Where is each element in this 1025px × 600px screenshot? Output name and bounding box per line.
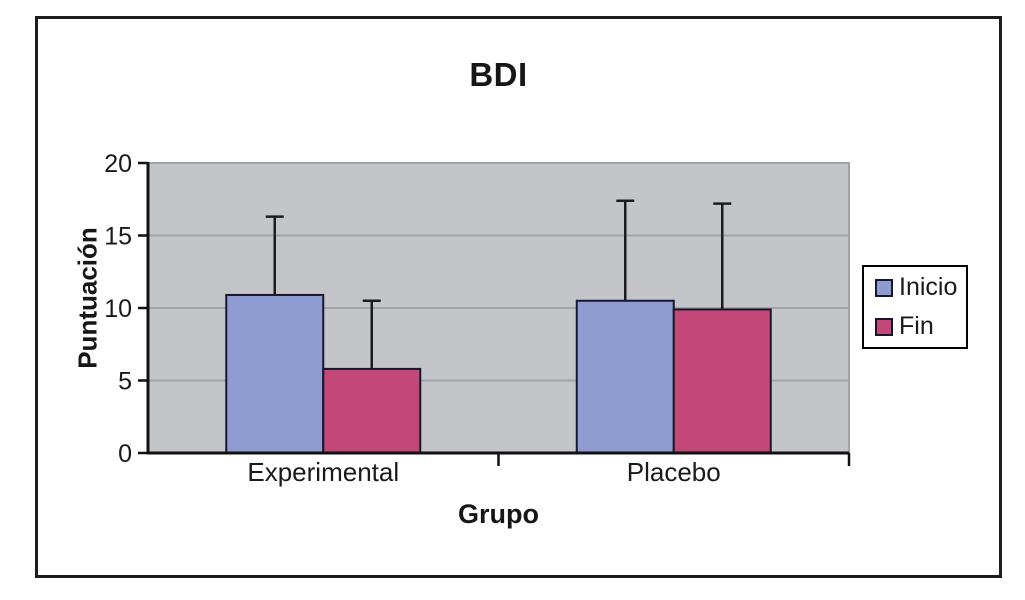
y-axis-title: Puntuación (72, 227, 103, 369)
bar-fin-experimental (322, 367, 422, 454)
x-category-label: Placebo (627, 457, 721, 487)
y-tick-label: 5 (118, 368, 132, 396)
y-tick-label: 20 (104, 150, 132, 178)
legend-label-fin: Fin (899, 312, 934, 340)
x-category-label: Experimental (247, 457, 399, 487)
bar-inicio-experimental (225, 293, 325, 455)
bar-fin-placebo (672, 308, 772, 455)
legend-swatch-inicio (875, 278, 893, 297)
chart-title: BDI (469, 56, 528, 93)
legend-item-fin: Fin (875, 314, 966, 339)
legend-swatch-fin (875, 317, 893, 336)
legend: Inicio Fin (862, 265, 968, 349)
legend-item-inicio: Inicio (875, 275, 966, 300)
x-axis-title: Grupo (458, 499, 539, 529)
legend-label-inicio: Inicio (899, 273, 958, 301)
y-tick-label: 10 (104, 295, 132, 323)
bar-inicio-placebo (575, 299, 675, 454)
y-tick-label: 0 (118, 440, 132, 468)
y-tick-label: 15 (104, 223, 132, 251)
